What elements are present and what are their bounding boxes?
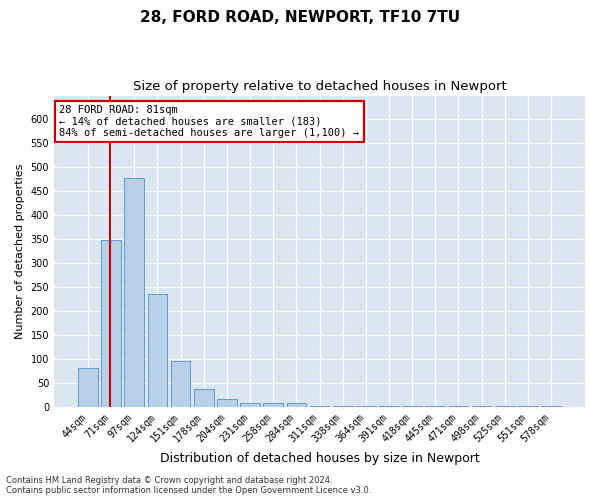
Bar [101,240,121,407]
Bar [171,362,190,407]
Bar [148,294,167,407]
Bar [402,406,422,407]
X-axis label: Distribution of detached houses by size in Newport: Distribution of detached houses by size … [160,452,479,465]
Bar [217,398,237,407]
Bar [379,406,399,407]
Bar [356,406,376,407]
Title: Size of property relative to detached houses in Newport: Size of property relative to detached ho… [133,80,506,93]
Bar [263,403,283,407]
Text: Contains HM Land Registry data © Crown copyright and database right 2024.
Contai: Contains HM Land Registry data © Crown c… [6,476,371,495]
Bar [240,404,260,407]
Bar [124,178,144,407]
Bar [518,406,538,407]
Text: 28 FORD ROAD: 81sqm
← 14% of detached houses are smaller (183)
84% of semi-detac: 28 FORD ROAD: 81sqm ← 14% of detached ho… [59,105,359,138]
Bar [425,406,445,407]
Bar [472,406,491,407]
Bar [495,406,515,407]
Bar [541,406,561,407]
Bar [287,404,306,407]
Bar [333,406,353,407]
Bar [310,406,329,407]
Bar [449,406,468,407]
Bar [194,389,214,407]
Y-axis label: Number of detached properties: Number of detached properties [15,164,25,339]
Text: 28, FORD ROAD, NEWPORT, TF10 7TU: 28, FORD ROAD, NEWPORT, TF10 7TU [140,10,460,25]
Bar [78,368,98,407]
